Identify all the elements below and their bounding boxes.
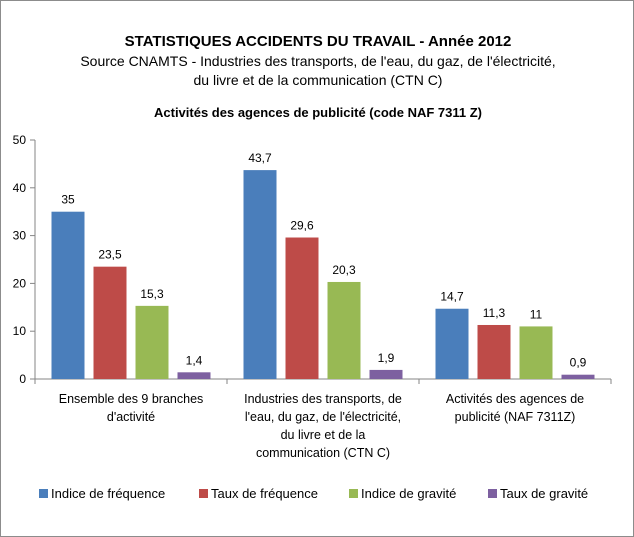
data-label: 15,3 bbox=[140, 287, 164, 301]
bar bbox=[477, 324, 511, 379]
category-label: Industries des transports, de l'eau, du g… bbox=[244, 392, 402, 460]
data-label: 11,3 bbox=[483, 306, 506, 320]
chart-main-title: STATISTIQUES ACCIDENTS DU TRAVAIL - Anné… bbox=[124, 33, 512, 50]
bars bbox=[51, 170, 595, 379]
legend-label: Indice de gravité bbox=[361, 486, 456, 501]
legend-swatch bbox=[488, 489, 497, 498]
data-label: 1,9 bbox=[378, 351, 395, 365]
bar bbox=[93, 266, 127, 379]
y-tick-label: 0 bbox=[19, 372, 26, 386]
chart-title: Activités des agences de publicité (code… bbox=[154, 105, 482, 120]
bar bbox=[519, 326, 553, 379]
y-tick-label: 10 bbox=[13, 324, 27, 338]
legend: Indice de fréquence Taux de fréquence Indi… bbox=[39, 486, 588, 501]
data-labels: 35 43,7 14,7 23,5 29,6 11,3 15,3 20,3 11 1,4 1,9 0,… bbox=[61, 151, 586, 370]
bar bbox=[177, 372, 211, 379]
data-label: 35 bbox=[61, 193, 75, 207]
data-label: 23,5 bbox=[98, 248, 122, 262]
bar bbox=[285, 237, 319, 379]
data-label: 0,9 bbox=[570, 356, 587, 370]
category-labels: Ensemble des 9 branches d'activité Industr… bbox=[59, 392, 584, 460]
bar bbox=[327, 281, 361, 379]
y-tick-label: 20 bbox=[13, 276, 27, 290]
bar bbox=[561, 374, 595, 379]
y-tick-label: 40 bbox=[13, 181, 27, 195]
legend-label: Taux de gravité bbox=[500, 486, 588, 501]
axes: 0 10 20 30 40 50 bbox=[13, 133, 612, 386]
legend-swatch bbox=[39, 489, 48, 498]
bar bbox=[369, 369, 403, 379]
data-label: 14,7 bbox=[440, 290, 464, 304]
bar bbox=[135, 305, 169, 379]
data-label: 1,4 bbox=[186, 353, 203, 367]
category-label: Activités des agences de publicité (NAF 7… bbox=[446, 392, 584, 424]
bar bbox=[51, 211, 85, 379]
bar bbox=[243, 170, 277, 379]
legend-label: Taux de fréquence bbox=[211, 486, 318, 501]
data-label: 11 bbox=[530, 307, 543, 321]
y-tick-label: 30 bbox=[13, 229, 27, 243]
legend-swatch bbox=[199, 489, 208, 498]
legend-label: Indice de fréquence bbox=[51, 486, 165, 501]
data-label: 20,3 bbox=[332, 263, 356, 277]
chart-subtitle-line-2: du livre et de la communication (CTN C) bbox=[193, 72, 443, 88]
chart-subtitle-line-1: Source CNAMTS - Industries des transport… bbox=[80, 53, 556, 69]
data-label: 43,7 bbox=[248, 151, 272, 165]
data-label: 29,6 bbox=[290, 219, 314, 233]
category-label: Ensemble des 9 branches d'activité bbox=[59, 392, 204, 424]
y-tick-label: 50 bbox=[13, 133, 27, 147]
legend-swatch bbox=[349, 489, 358, 498]
bar bbox=[435, 308, 469, 379]
